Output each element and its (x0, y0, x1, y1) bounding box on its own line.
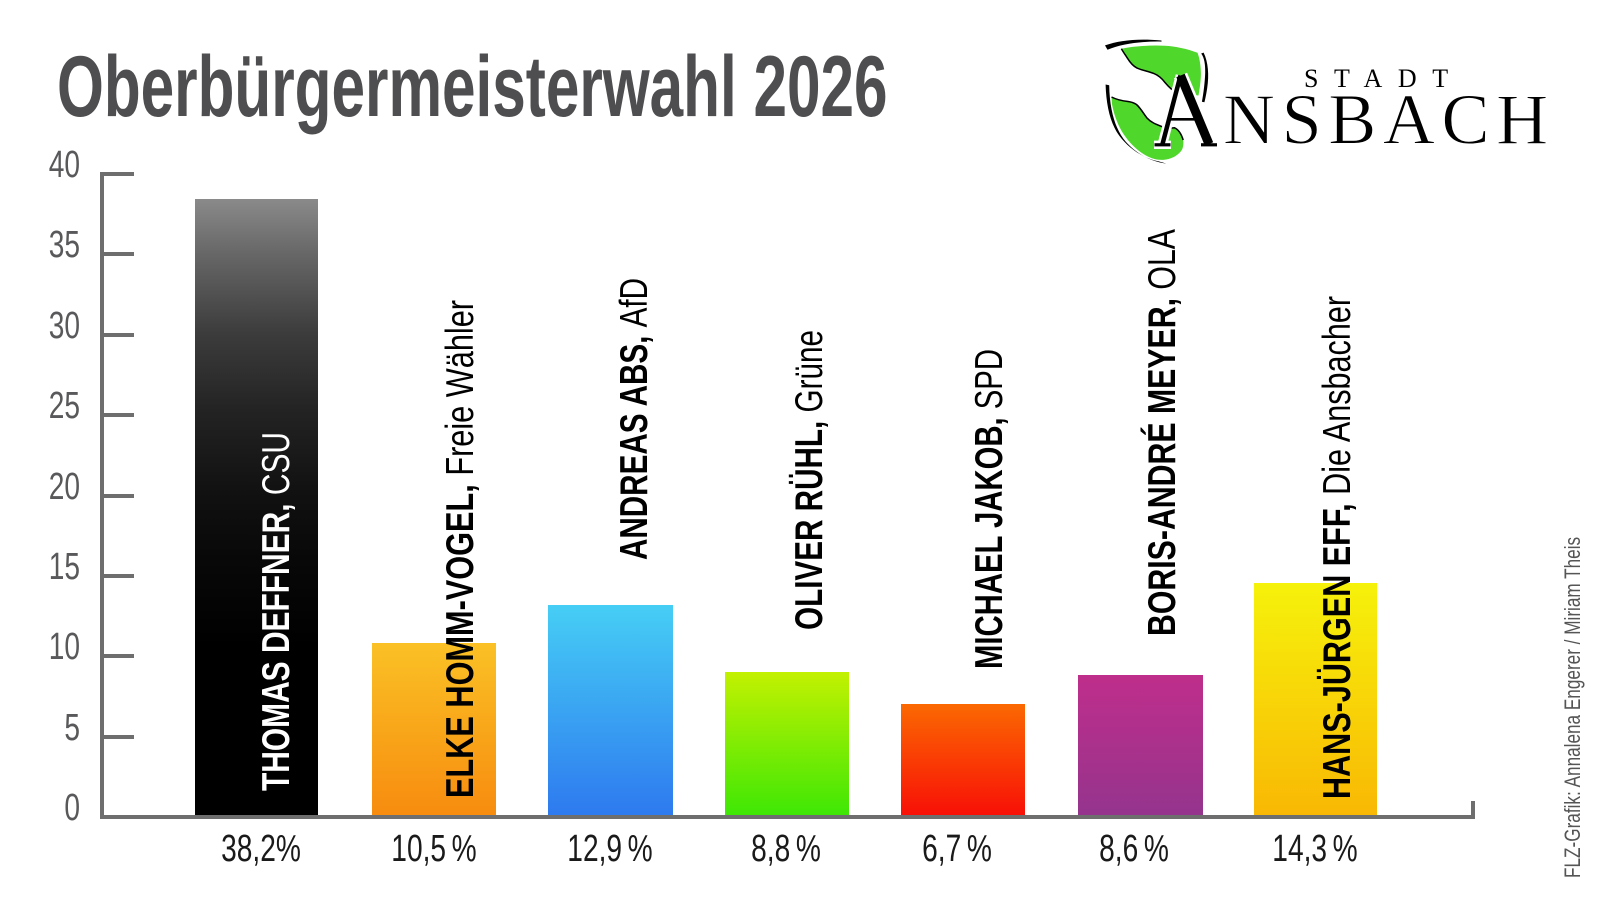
svg-text:NSBACH: NSBACH (1223, 80, 1555, 160)
svg-text:STADT: STADT (1304, 64, 1464, 93)
